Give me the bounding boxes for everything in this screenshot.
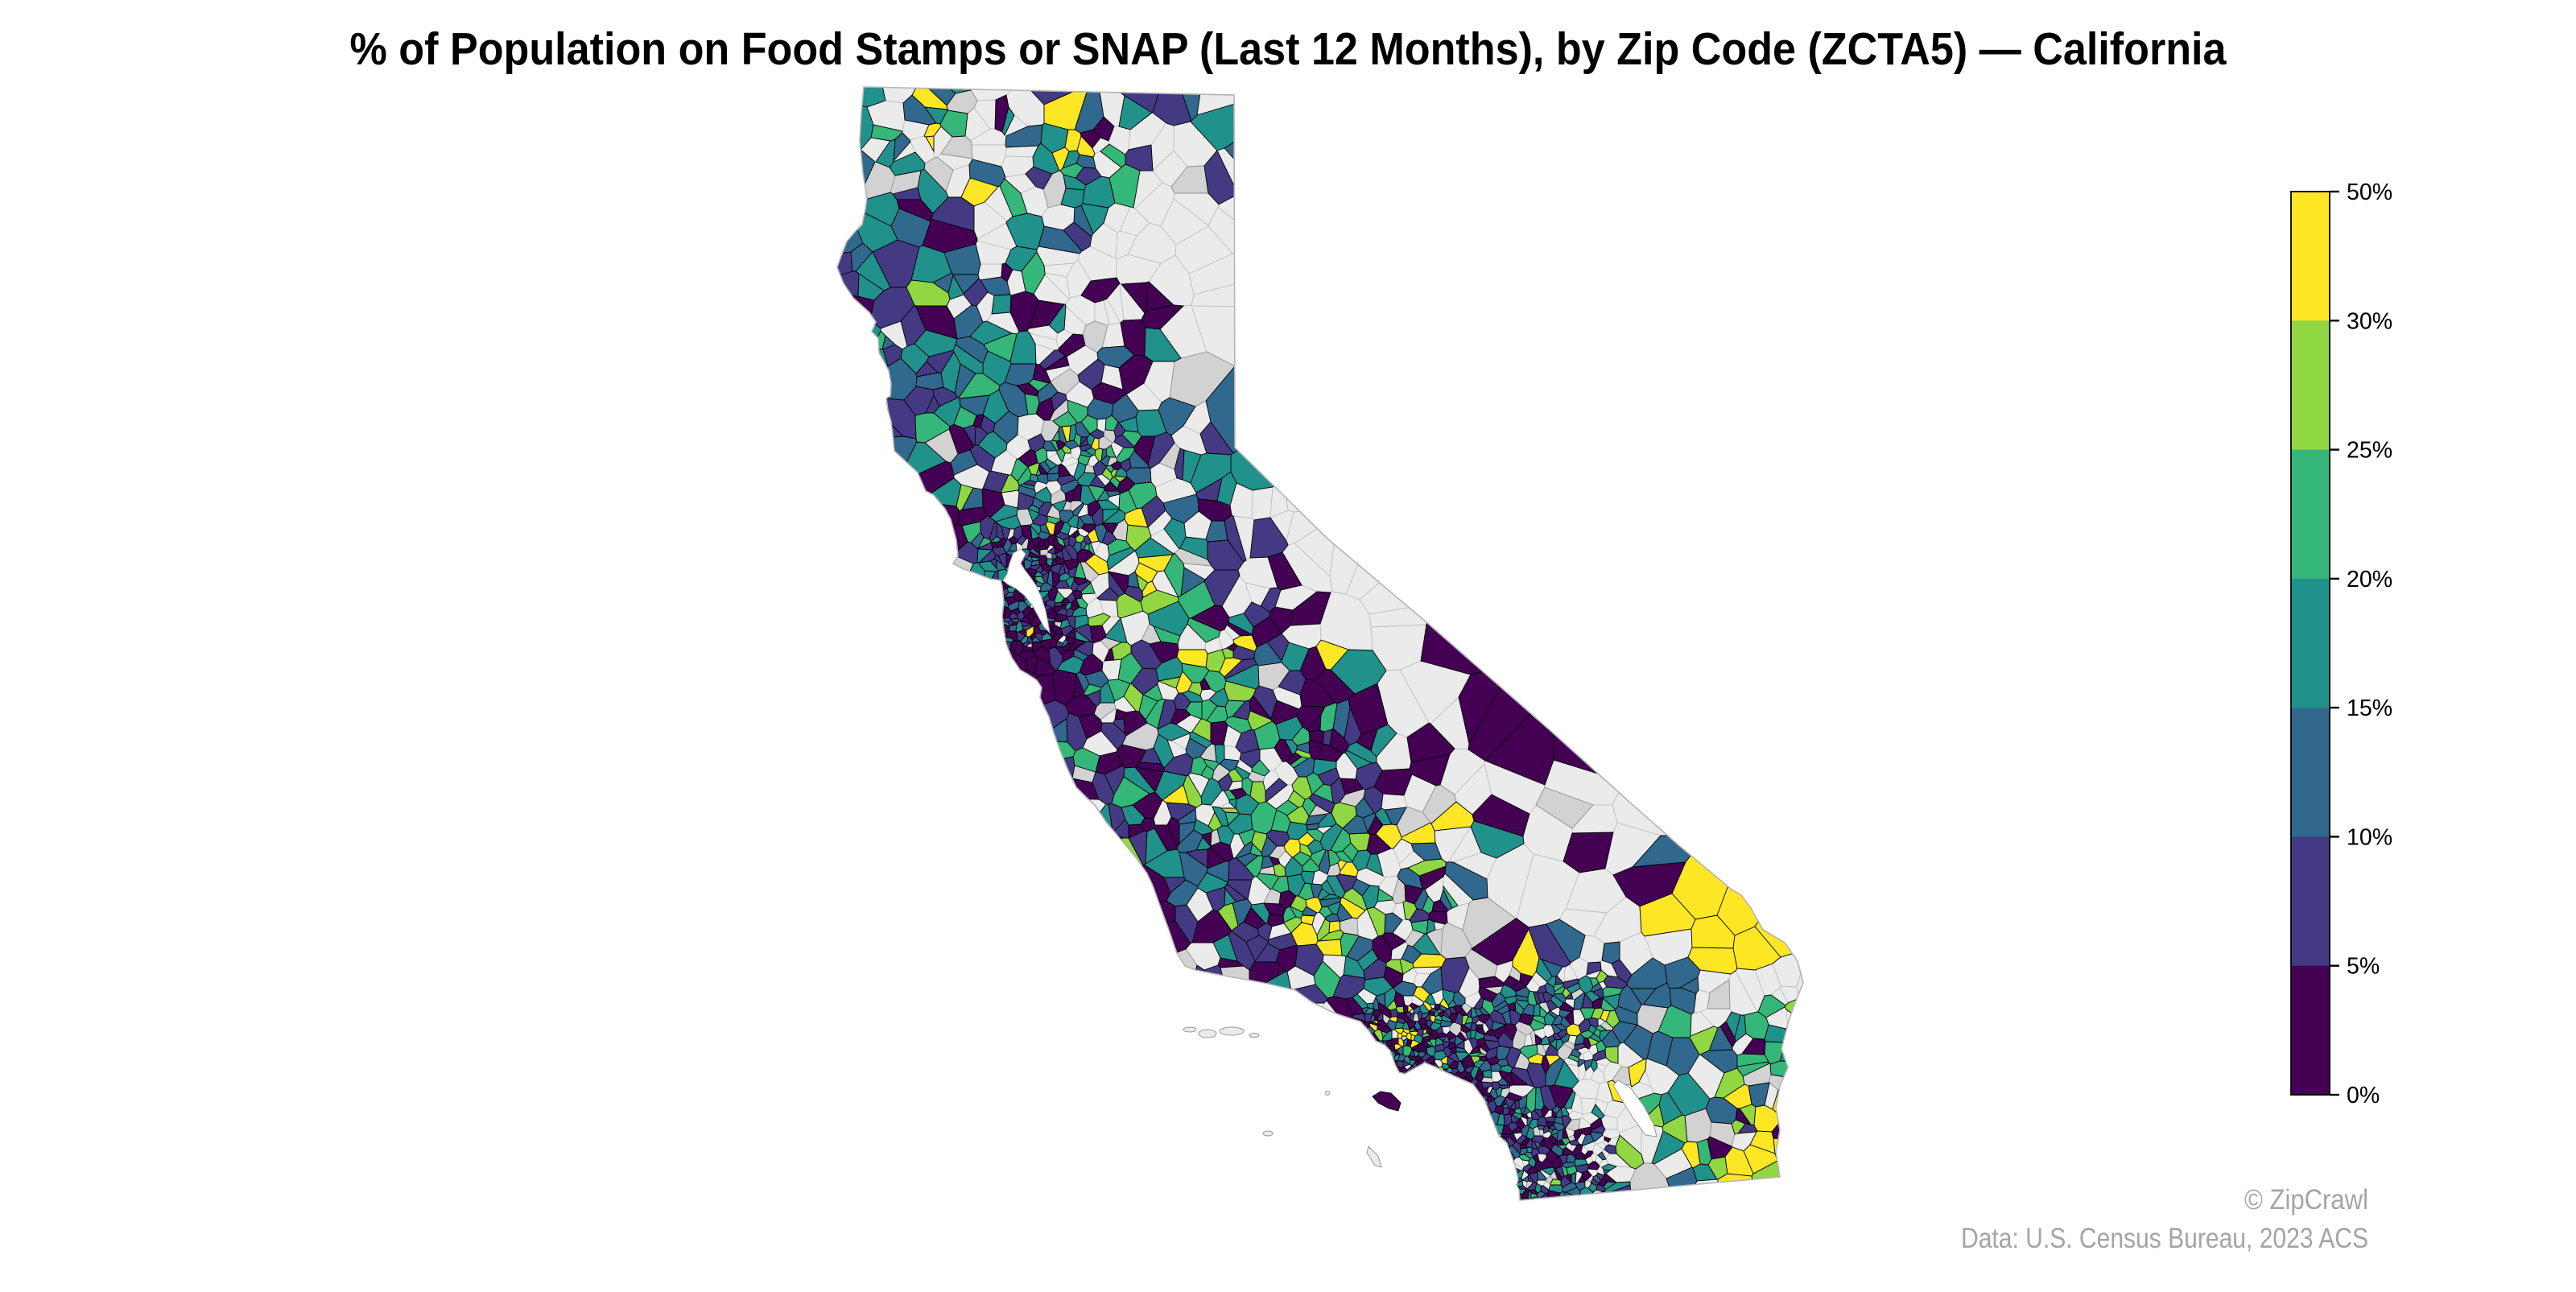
- svg-text:15%: 15%: [2347, 696, 2392, 721]
- svg-text:25%: 25%: [2347, 438, 2392, 464]
- svg-text:© ZipCrawl: © ZipCrawl: [2244, 1184, 2368, 1216]
- svg-text:10%: 10%: [2347, 824, 2392, 850]
- svg-text:0%: 0%: [2347, 1083, 2380, 1108]
- svg-text:20%: 20%: [2347, 567, 2392, 592]
- svg-text:Data: U.S. Census Bureau, 2023: Data: U.S. Census Bureau, 2023 ACS: [1961, 1223, 2368, 1254]
- svg-text:% of Population on Food Stamps: % of Population on Food Stamps or SNAP (…: [350, 23, 2227, 75]
- svg-text:5%: 5%: [2347, 954, 2380, 980]
- svg-text:30%: 30%: [2347, 308, 2392, 334]
- svg-text:50%: 50%: [2347, 180, 2392, 205]
